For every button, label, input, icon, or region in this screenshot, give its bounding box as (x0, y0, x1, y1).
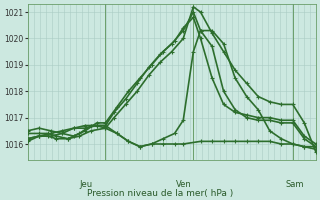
Text: Pression niveau de la mer( hPa ): Pression niveau de la mer( hPa ) (87, 189, 233, 198)
Text: Jeu: Jeu (80, 180, 93, 189)
Text: Sam: Sam (285, 180, 304, 189)
Text: Ven: Ven (176, 180, 192, 189)
